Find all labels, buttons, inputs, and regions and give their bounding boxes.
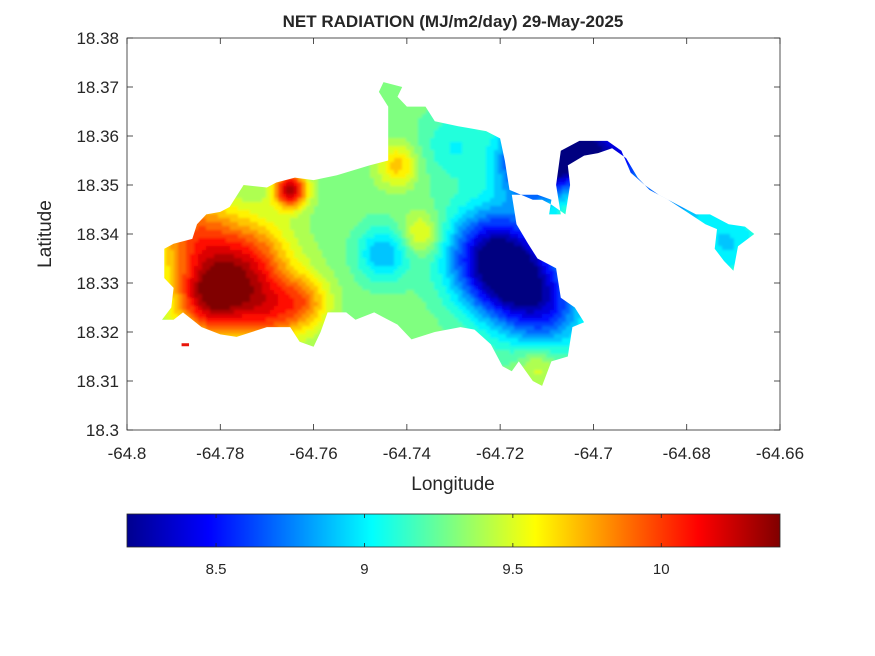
colorbar-ticks: 8.5 9 9.5 10 [206, 514, 670, 578]
x-tick-label: -64.78 [196, 444, 244, 463]
x-tick-label: -64.7 [574, 444, 613, 463]
y-axis-label: Latitude [35, 200, 56, 268]
x-tick-label: -64.74 [383, 444, 431, 463]
chart-title: NET RADIATION (MJ/m2/day) 29-May-2025 [283, 12, 624, 31]
colorbar-tick-label: 10 [653, 561, 670, 578]
y-tick-label: 18.34 [76, 225, 119, 244]
y-tick-label: 18.33 [76, 274, 119, 293]
x-axis-label: Longitude [411, 474, 494, 495]
x-tick-label: -64.8 [108, 444, 147, 463]
x-axis: -64.8 -64.78 -64.76 -64.74 -64.72 -64.7 -64.68… [108, 38, 804, 463]
y-tick-label: 18.38 [76, 29, 119, 48]
y-tick-label: 18.37 [76, 78, 119, 97]
colorbar-tick-label: 9 [360, 561, 368, 578]
y-tick-label: 18.31 [76, 372, 119, 391]
x-tick-label: -64.72 [476, 444, 524, 463]
colorbar [126, 513, 781, 548]
x-tick-label: -64.76 [289, 444, 337, 463]
x-tick-label: -64.66 [756, 444, 804, 463]
y-tick-label: 18.35 [76, 176, 119, 195]
y-axis: 18.3 18.31 18.32 18.33 18.34 18.35 18.36 18.37 1… [76, 29, 780, 440]
y-tick-label: 18.3 [86, 421, 119, 440]
colorbar-tick-label: 8.5 [206, 561, 227, 578]
colorbar-tick-label: 9.5 [502, 561, 523, 578]
y-tick-label: 18.32 [76, 323, 119, 342]
y-tick-label: 18.36 [76, 127, 119, 146]
x-tick-label: -64.68 [663, 444, 711, 463]
